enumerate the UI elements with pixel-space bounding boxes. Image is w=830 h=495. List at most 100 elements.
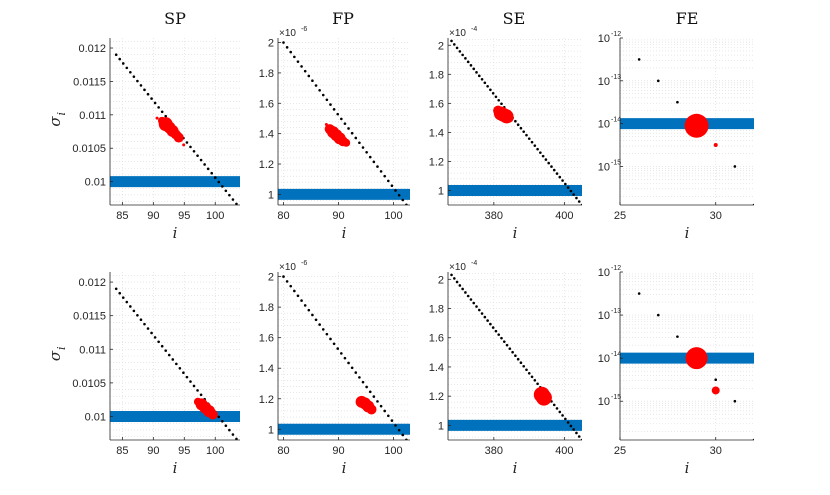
grid	[448, 38, 582, 205]
sequence-point	[477, 74, 481, 78]
column-title-sp: SP	[164, 9, 186, 28]
sequence-point	[550, 165, 553, 168]
y-tick-label: 1.6	[259, 98, 274, 110]
grid	[448, 272, 582, 440]
sequence-point	[394, 189, 397, 192]
sequence-point	[160, 110, 164, 114]
y-tick-label: 1.6	[429, 333, 444, 345]
y-tick-label: 1.4	[259, 363, 274, 375]
sequence-point	[497, 98, 501, 102]
sequence-point	[453, 277, 456, 280]
sequence-point	[516, 357, 520, 361]
sequence-point	[136, 79, 139, 83]
axis-multiplier-exponent: -6	[301, 260, 307, 267]
sequence-point	[192, 149, 196, 153]
sequence-point	[572, 193, 575, 196]
sequence-point	[637, 292, 641, 295]
y-tick-label: 10	[598, 161, 610, 173]
y-tick-label: 10	[598, 267, 610, 279]
y-axis-label-subscript: i	[55, 346, 68, 350]
y-tick-label: 1.8	[259, 302, 274, 314]
sequence-point	[139, 84, 143, 87]
x-tick-label: 80	[277, 210, 289, 222]
sequence-point	[564, 182, 567, 186]
sequence-point	[132, 75, 136, 78]
sequence-point	[552, 403, 556, 407]
x-tick-label: 80	[277, 445, 289, 457]
sequence-point	[480, 78, 484, 81]
sequence-point	[486, 319, 489, 322]
y-axis-label: σi	[46, 112, 68, 127]
x-tick-label: 400	[555, 445, 573, 457]
sequence-point	[458, 284, 462, 287]
sequence-point	[282, 275, 285, 278]
y-tick-label: 0.011	[79, 344, 106, 356]
sequence-point	[185, 375, 189, 379]
sequence-point	[196, 154, 199, 157]
sequence-point	[483, 315, 487, 319]
sequence-point	[536, 147, 539, 151]
y-tick-label: 1.2	[429, 391, 444, 403]
sequence-point	[139, 318, 143, 322]
sequence-point	[282, 41, 285, 44]
sequence-point	[656, 79, 660, 83]
y-tick-label: 10	[598, 33, 610, 45]
plot-area	[278, 275, 410, 440]
sequence-point	[314, 318, 318, 322]
sequence-point	[379, 404, 383, 408]
sequence-point	[285, 280, 289, 283]
x-tick-label: 95	[178, 445, 190, 457]
sequence-point	[558, 175, 562, 179]
sequence-point	[569, 424, 573, 428]
sequence-point	[114, 287, 118, 291]
sequence-point	[285, 46, 289, 49]
sequence-point	[522, 130, 526, 133]
x-tick-label: 85	[116, 210, 128, 222]
sequence-point	[483, 81, 487, 85]
sequence-point	[466, 60, 470, 64]
sequence-point	[178, 366, 182, 370]
plot-area	[448, 273, 582, 440]
highlight-point	[366, 404, 377, 415]
y-tick-label: 0.0115	[73, 311, 106, 323]
plot-area	[110, 53, 240, 205]
grid	[110, 272, 240, 440]
sequence-point	[314, 84, 318, 87]
sequence-point	[564, 417, 567, 421]
sequence-point	[132, 309, 136, 313]
sequence-point	[466, 294, 470, 298]
sequence-point	[210, 171, 214, 175]
highlight-point	[713, 143, 718, 148]
axis-multiplier-exponent: -4	[471, 26, 477, 33]
plot-area	[278, 41, 410, 205]
sequence-point	[397, 428, 401, 432]
sequence-point	[489, 322, 492, 326]
sequence-point	[146, 92, 150, 96]
sequence-point	[239, 442, 242, 445]
sequence-point	[182, 371, 185, 375]
sequence-point	[153, 101, 157, 105]
y-axis-label-symbol: σ	[46, 350, 64, 361]
sequence-point	[318, 88, 321, 92]
sequence-point	[472, 67, 476, 71]
panel-row1-SE: 1 1.2 1.4 1.6 1.8 2 380 400 i ×10 -4	[429, 26, 582, 242]
sequence-point	[228, 428, 231, 432]
sequence-point	[558, 410, 562, 414]
x-tick-label: 100	[206, 210, 224, 222]
y-axis-label: σi	[46, 346, 68, 361]
sequence-point	[575, 431, 578, 435]
sequence-point	[350, 131, 354, 135]
x-axis-label: i	[342, 224, 347, 242]
sequence-point	[350, 366, 354, 370]
plot-area	[620, 58, 754, 205]
y-tick-label: 0.0105	[72, 378, 106, 390]
y-tick-exponent: -12	[611, 31, 621, 38]
sequence-point	[136, 313, 139, 317]
sequence-point	[318, 323, 321, 326]
sequence-point	[175, 362, 178, 366]
sequence-point	[365, 150, 368, 154]
sequence-point	[329, 337, 332, 341]
sequence-point	[502, 340, 506, 343]
y-tick-label: 2	[268, 38, 274, 50]
